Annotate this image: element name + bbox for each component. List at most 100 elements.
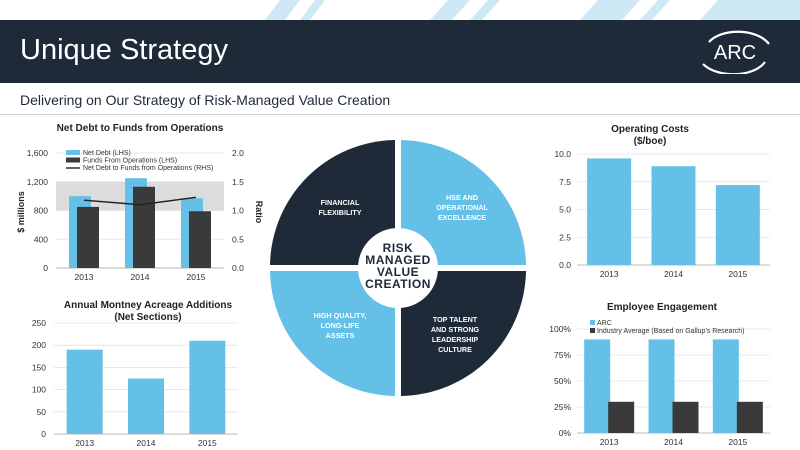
wheel-label-line: CULTURE [438, 345, 472, 354]
engagement-bar-2015-1 [736, 401, 763, 433]
netdebt-y2tick: 2.0 [232, 148, 244, 158]
netdebt-y2label: Ratio [254, 201, 264, 224]
netdebt-xtick: 2015 [187, 272, 206, 282]
acreage-xtick: 2014 [137, 438, 156, 448]
acreage-bar-2013-0 [66, 349, 103, 434]
netdebt-title: Net Debt to Funds from Operations [57, 123, 224, 134]
acreage-bar-2014-0 [128, 378, 164, 434]
opcosts-ytick: 2.5 [559, 232, 571, 242]
wheel-quadrant-hse [401, 140, 526, 265]
wheel-label-line: FINANCIAL [321, 198, 360, 207]
engagement-xtick: 2015 [728, 437, 747, 447]
header-bar [0, 20, 800, 83]
wheel-label-line: LEADERSHIP [432, 335, 479, 344]
opcosts-xtick: 2013 [600, 269, 619, 279]
opcosts-xtick: 2015 [728, 269, 747, 279]
netdebt-bar-2013-1 [77, 206, 99, 268]
wheel-center [358, 228, 438, 308]
header-stripes [265, 0, 800, 20]
wheel-label-line: ASSETS [326, 331, 355, 340]
netdebt-chart: Net Debt to Funds from Operations $ mill… [16, 123, 264, 282]
page-title: Unique Strategy [20, 34, 228, 66]
wheel-label-line: HIGH QUALITY, [314, 311, 367, 320]
wheel-quadrant-talent [401, 271, 526, 396]
netdebt-ytick: 0 [43, 263, 48, 273]
netdebt-y2tick: 1.0 [232, 206, 244, 216]
engagement-legend-swatch [590, 320, 595, 325]
opcosts-ytick: 10.0 [554, 149, 571, 159]
engagement-title: Employee Engagement [607, 302, 718, 313]
acreage-subtitle: (Net Sections) [114, 312, 181, 323]
netdebt-bar-2015-1 [189, 211, 211, 268]
netdebt-bar-2014-1 [133, 186, 155, 268]
wheel-label-line: HSE AND [446, 193, 478, 202]
netdebt-ytick: 1,200 [27, 177, 49, 187]
acreage-ytick: 0 [41, 429, 46, 439]
acreage-xtick: 2013 [75, 438, 94, 448]
opcosts-title: Operating Costs [611, 124, 689, 135]
acreage-chart: Annual Montney Acreage Additions (Net Se… [32, 300, 238, 448]
wheel-label-line: AND STRONG [431, 325, 480, 334]
engagement-ytick: 50% [554, 376, 571, 386]
wheel-center-line: VALUE [377, 265, 419, 279]
acreage-ytick: 100 [32, 385, 46, 395]
engagement-bar-2014-0 [648, 339, 675, 433]
engagement-bar-2014-1 [672, 401, 699, 433]
acreage-xtick: 2015 [198, 438, 217, 448]
wheel-label-line: EXCELLENCE [438, 213, 487, 222]
netdebt-legend-label: Net Debt (LHS) [83, 150, 131, 157]
engagement-legend-swatch [590, 328, 595, 333]
opcosts-subtitle: ($/boe) [634, 136, 667, 147]
wheel-label-line: OPERATIONAL [436, 203, 488, 212]
engagement-ytick: 25% [554, 402, 571, 412]
netdebt-ratio-line [83, 196, 197, 206]
acreage-ytick: 200 [32, 340, 46, 350]
netdebt-legend-swatch [66, 157, 80, 163]
opcosts-bar-2013-0 [587, 158, 632, 265]
acreage-ytick: 250 [32, 318, 46, 328]
opcosts-bar-2015-0 [715, 185, 760, 265]
page-subtitle: Delivering on Our Strategy of Risk-Manag… [20, 92, 391, 108]
opcosts-xtick: 2014 [664, 269, 683, 279]
wheel-label-line: FLEXIBILITY [318, 208, 361, 217]
wheel-quadrant-financial [270, 140, 395, 265]
netdebt-legend-swatch [66, 150, 80, 155]
netdebt-legend-label: Net Debt to Funds from Operations (RHS) [83, 165, 213, 172]
opcosts-ytick: 7.5 [559, 177, 571, 187]
engagement-legend-label: Industry Average (Based on Gallup's Rese… [597, 328, 745, 335]
wheel-label-line: LONG-LIFE [321, 321, 360, 330]
engagement-legend-label: ARC [597, 320, 612, 327]
divider [0, 114, 800, 115]
netdebt-legend-label: Funds From Operations (LHS) [83, 158, 177, 165]
wheel-center-line: CREATION [365, 277, 431, 291]
engagement-ytick: 0% [559, 428, 572, 438]
engagement-ytick: 75% [554, 350, 571, 360]
wheel-center-line: MANAGED [365, 253, 431, 267]
engagement-bar-2015-0 [712, 339, 739, 433]
engagement-ytick: 100% [549, 324, 571, 334]
opcosts-chart: Operating Costs ($/boe) 0.0 2.5 5.0 7.5 10.0… [554, 124, 770, 279]
opcosts-ytick: 5.0 [559, 205, 571, 215]
acreage-ytick: 150 [32, 362, 46, 372]
netdebt-xtick: 2013 [75, 272, 94, 282]
arc-logo: ARC [702, 30, 770, 74]
netdebt-y2tick: 1.5 [232, 177, 244, 187]
wheel-quadrant-assets [270, 271, 395, 396]
opcosts-ytick: 0.0 [559, 260, 571, 270]
acreage-title: Annual Montney Acreage Additions [64, 300, 233, 311]
netdebt-y2tick: 0.5 [232, 234, 244, 244]
netdebt-y2tick: 0.0 [232, 263, 244, 273]
wheel-center-line: RISK [383, 241, 414, 255]
acreage-ytick: 50 [37, 407, 47, 417]
wheel-label-line: TOP TALENT [433, 315, 478, 324]
netdebt-xtick: 2014 [131, 272, 150, 282]
engagement-xtick: 2014 [664, 437, 683, 447]
netdebt-ytick: 800 [34, 206, 48, 216]
